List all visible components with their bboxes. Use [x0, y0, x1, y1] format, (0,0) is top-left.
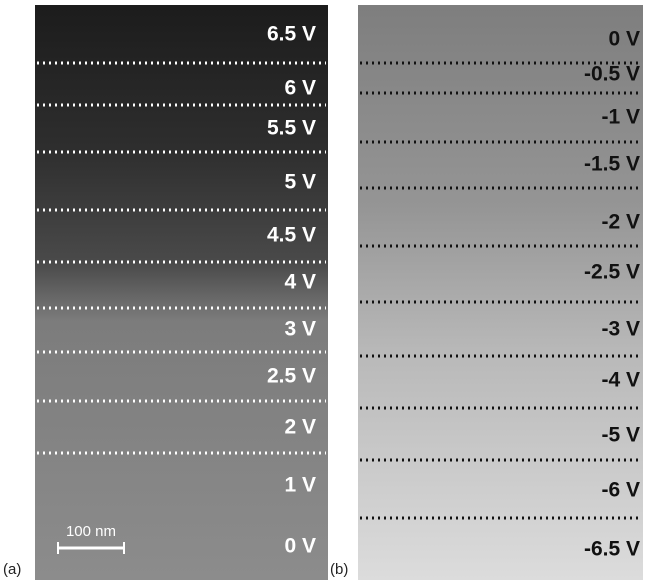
figure: 100 nm (a) (b) 6.5 V 6 V 5.5 V 5 V 4.5 V 4 V 3… [0, 0, 645, 584]
voltage-label: -1.5 V [584, 153, 640, 176]
panel-label: (a) [3, 561, 21, 578]
voltage-label: 0 V [608, 28, 640, 51]
voltage-label: -2 V [601, 211, 640, 234]
voltage-label: -5 V [601, 424, 640, 447]
voltage-label: 1 V [284, 474, 316, 497]
voltage-label: 0 V [284, 535, 316, 558]
voltage-label: 5.5 V [267, 117, 316, 140]
voltage-label: -4 V [601, 369, 640, 392]
voltage-label: 4.5 V [267, 224, 316, 247]
voltage-label: 6 V [284, 77, 316, 100]
scale-bar-label: 100 nm [66, 523, 116, 540]
voltage-label: -6 V [601, 479, 640, 502]
image-b [358, 5, 643, 580]
voltage-label: -1 V [601, 106, 640, 129]
voltage-label: -6.5 V [584, 538, 640, 561]
voltage-label: 6.5 V [267, 23, 316, 46]
voltage-label: -0.5 V [584, 63, 640, 86]
voltage-label: 4 V [284, 271, 316, 294]
page: {"panels": { "a": {"label": "(a)", "scal… [0, 0, 645, 584]
voltage-label: 2.5 V [267, 365, 316, 388]
voltage-label: 2 V [284, 416, 316, 439]
panel-label: (b) [330, 561, 348, 578]
voltage-label: -3 V [601, 318, 640, 341]
voltage-label: 5 V [284, 171, 316, 194]
voltage-label: -2.5 V [584, 261, 640, 284]
voltage-label: 3 V [284, 318, 316, 341]
